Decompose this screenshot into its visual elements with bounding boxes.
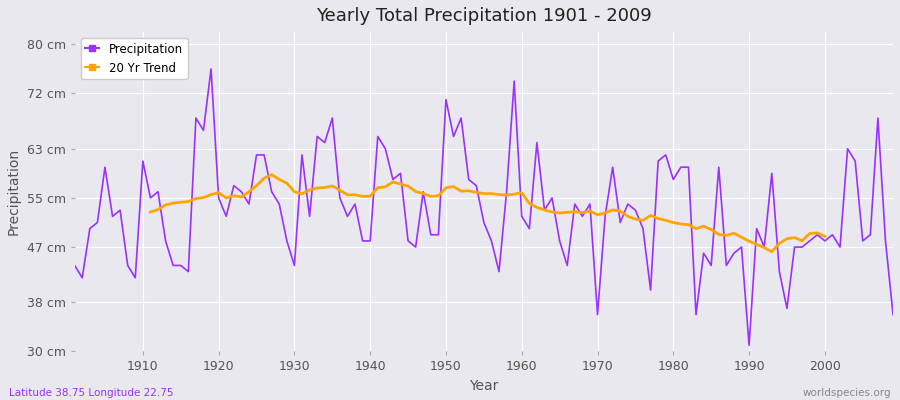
X-axis label: Year: Year bbox=[469, 379, 499, 393]
Text: worldspecies.org: worldspecies.org bbox=[803, 388, 891, 398]
Y-axis label: Precipitation: Precipitation bbox=[7, 148, 21, 235]
Text: Latitude 38.75 Longitude 22.75: Latitude 38.75 Longitude 22.75 bbox=[9, 388, 174, 398]
Title: Yearly Total Precipitation 1901 - 2009: Yearly Total Precipitation 1901 - 2009 bbox=[316, 7, 652, 25]
Legend: Precipitation, 20 Yr Trend: Precipitation, 20 Yr Trend bbox=[81, 38, 188, 79]
